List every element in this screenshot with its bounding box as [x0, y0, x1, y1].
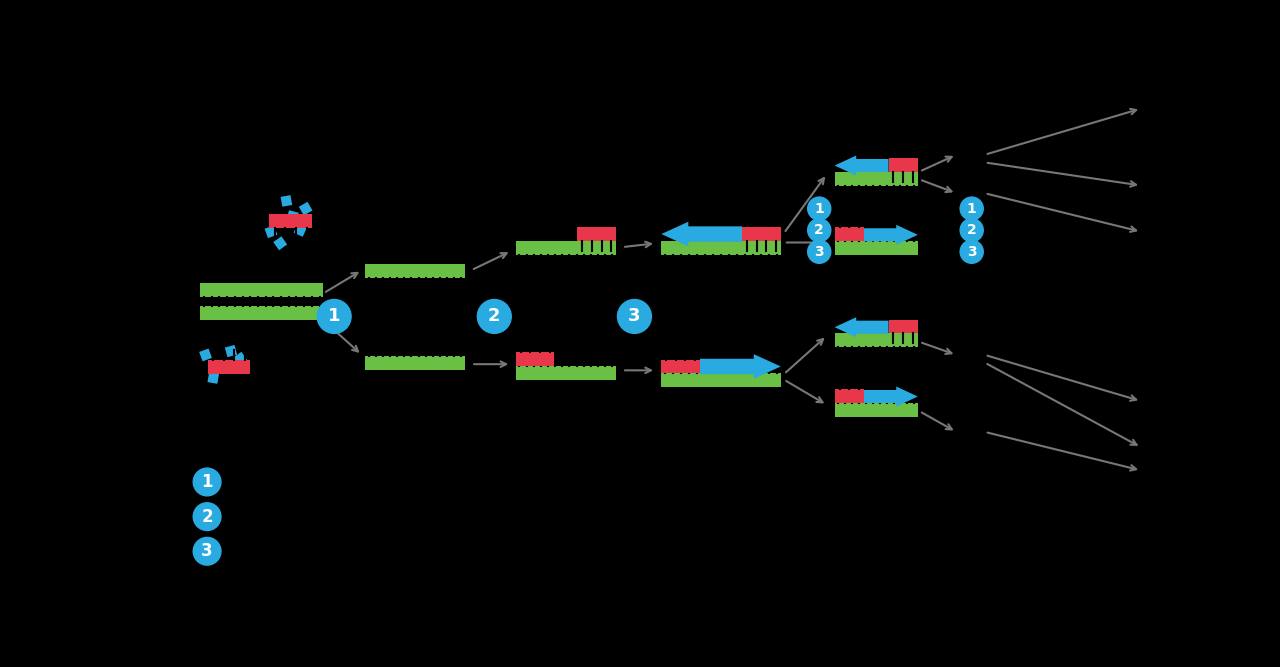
Bar	[365, 356, 465, 370]
Bar	[516, 352, 554, 366]
Bar	[888, 158, 918, 171]
Circle shape	[808, 197, 831, 220]
Text: 2: 2	[201, 508, 212, 526]
Circle shape	[193, 468, 221, 496]
Bar	[835, 171, 918, 185]
Polygon shape	[265, 225, 278, 238]
FancyArrow shape	[662, 221, 742, 246]
Polygon shape	[287, 210, 298, 223]
Polygon shape	[200, 349, 212, 362]
Polygon shape	[280, 195, 292, 207]
Bar	[516, 366, 616, 380]
Text: 3: 3	[201, 542, 212, 560]
Circle shape	[808, 240, 831, 263]
Polygon shape	[225, 345, 237, 358]
Circle shape	[193, 503, 221, 530]
Text: 1: 1	[814, 201, 824, 215]
Text: 2: 2	[966, 223, 977, 237]
Polygon shape	[216, 360, 229, 373]
Bar	[662, 374, 781, 388]
Bar	[835, 241, 918, 255]
Circle shape	[960, 240, 983, 263]
Text: 1: 1	[328, 307, 340, 325]
Bar	[577, 227, 616, 241]
FancyArrow shape	[864, 225, 918, 245]
FancyArrow shape	[864, 386, 918, 406]
Polygon shape	[293, 223, 307, 237]
Text: 2: 2	[488, 307, 500, 325]
Circle shape	[960, 197, 983, 220]
Bar	[516, 241, 616, 255]
Circle shape	[808, 219, 831, 241]
Bar	[835, 403, 918, 416]
Bar	[365, 264, 465, 278]
Text: 1: 1	[201, 473, 212, 491]
Bar	[742, 227, 781, 241]
Text: 1: 1	[966, 201, 977, 215]
Polygon shape	[233, 352, 247, 366]
Bar	[835, 334, 918, 348]
Bar	[662, 360, 700, 374]
Bar	[200, 306, 324, 320]
FancyArrow shape	[700, 354, 781, 379]
Polygon shape	[298, 202, 312, 215]
Text: 3: 3	[814, 245, 824, 259]
FancyArrow shape	[835, 317, 888, 338]
Bar	[662, 241, 781, 255]
Polygon shape	[207, 372, 219, 384]
Circle shape	[193, 538, 221, 565]
Bar	[270, 214, 312, 228]
Text: 3: 3	[628, 307, 641, 325]
Text: 2: 2	[814, 223, 824, 237]
Polygon shape	[273, 236, 287, 250]
Bar	[207, 360, 250, 374]
Circle shape	[617, 299, 652, 334]
FancyArrow shape	[835, 155, 888, 175]
Bar	[888, 319, 918, 334]
Bar	[835, 389, 864, 403]
Text: 3: 3	[966, 245, 977, 259]
Bar	[835, 227, 864, 241]
Bar	[200, 283, 324, 297]
Circle shape	[477, 299, 511, 334]
Circle shape	[317, 299, 351, 334]
Circle shape	[960, 219, 983, 241]
